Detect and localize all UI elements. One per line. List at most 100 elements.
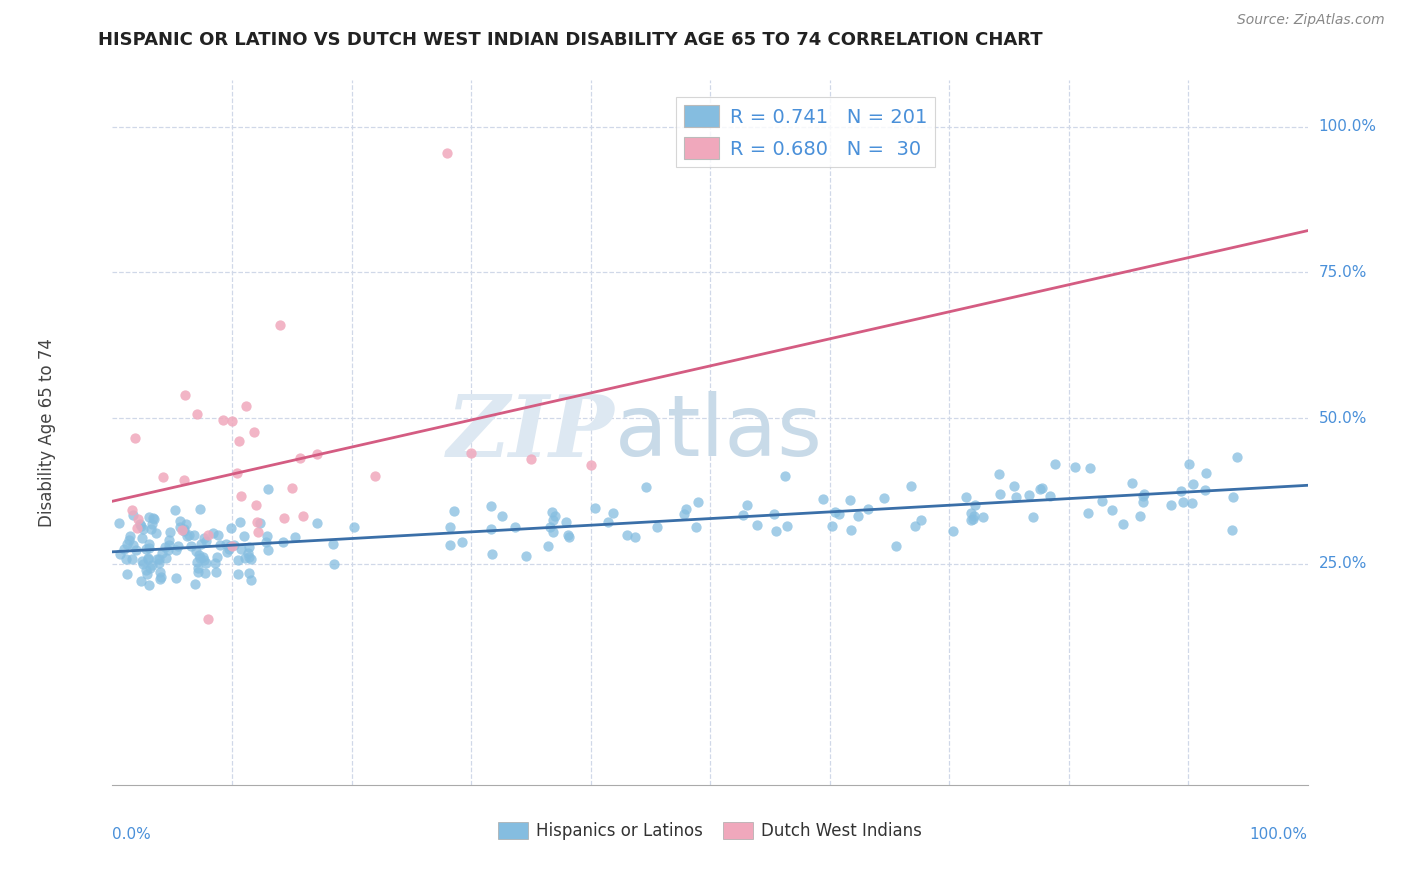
Point (821, 519, 844, 533)
Point (125, 521, 148, 535)
Text: Disability Age 65 to 74: Disability Age 65 to 74 (38, 338, 56, 527)
Point (176, 529, 198, 543)
Point (141, 517, 163, 532)
Point (135, 563, 157, 577)
Point (211, 412, 233, 426)
Point (538, 519, 561, 533)
Point (169, 520, 191, 534)
Point (481, 547, 503, 561)
Point (231, 542, 253, 557)
Point (960, 513, 983, 527)
Point (148, 556, 170, 570)
Point (942, 524, 965, 538)
Point (256, 482, 278, 496)
Point (240, 573, 263, 587)
Point (686, 494, 709, 508)
Point (148, 552, 170, 566)
Point (364, 469, 387, 483)
Point (190, 536, 212, 550)
Point (167, 539, 190, 553)
Point (1178, 457, 1201, 471)
Point (131, 554, 153, 568)
Point (322, 537, 344, 551)
Point (187, 560, 209, 574)
Point (269, 318, 291, 332)
Point (479, 522, 502, 536)
Point (156, 542, 179, 557)
Point (129, 574, 152, 588)
Text: 0.0%: 0.0% (112, 827, 152, 842)
Point (900, 479, 922, 493)
Point (197, 527, 219, 541)
Point (1029, 482, 1052, 496)
Point (1112, 517, 1135, 532)
Point (602, 506, 624, 520)
Point (209, 539, 232, 553)
Point (1022, 510, 1045, 524)
Point (307, 516, 329, 531)
Point (596, 515, 619, 529)
Point (541, 505, 564, 519)
Point (557, 528, 579, 542)
Point (207, 550, 229, 565)
Text: ZIP: ZIP (447, 391, 614, 475)
Point (271, 535, 294, 549)
Point (762, 507, 785, 521)
Point (827, 507, 849, 521)
Point (122, 538, 145, 552)
Point (115, 566, 138, 581)
Point (138, 537, 160, 551)
Point (118, 533, 141, 548)
Point (451, 534, 474, 549)
Point (115, 552, 138, 566)
Point (579, 458, 602, 472)
Text: Source: ZipAtlas.com: Source: ZipAtlas.com (1237, 13, 1385, 28)
Point (963, 498, 986, 512)
Point (218, 541, 240, 556)
Point (554, 515, 576, 529)
Point (240, 552, 263, 566)
Point (1077, 507, 1099, 521)
Point (1121, 475, 1143, 490)
Point (439, 520, 461, 534)
Point (1091, 494, 1114, 508)
Point (1039, 489, 1062, 503)
Point (215, 545, 238, 559)
Point (221, 414, 243, 428)
Point (138, 578, 160, 592)
Point (145, 552, 167, 566)
Point (541, 513, 564, 527)
Point (152, 470, 174, 484)
Point (1101, 503, 1123, 517)
Point (288, 450, 311, 465)
Point (173, 474, 195, 488)
Point (460, 446, 482, 460)
Point (1132, 489, 1154, 503)
Point (1194, 483, 1216, 497)
Point (1160, 498, 1182, 512)
Text: 50.0%: 50.0% (1319, 410, 1367, 425)
Point (616, 528, 638, 542)
Point (884, 540, 907, 554)
Point (228, 434, 250, 448)
Point (685, 520, 707, 534)
Point (157, 533, 180, 547)
Point (436, 146, 458, 161)
Point (173, 524, 195, 539)
Point (180, 539, 202, 553)
Point (824, 505, 846, 519)
Point (1043, 457, 1066, 471)
Point (131, 531, 153, 545)
Point (157, 538, 180, 552)
Point (273, 510, 295, 524)
Point (215, 537, 238, 551)
Point (813, 492, 835, 507)
Point (127, 511, 149, 525)
Point (1132, 487, 1154, 501)
Point (165, 571, 187, 585)
Point (204, 566, 226, 580)
Point (231, 489, 253, 503)
Point (246, 516, 269, 530)
Point (207, 527, 229, 541)
Point (138, 551, 160, 566)
